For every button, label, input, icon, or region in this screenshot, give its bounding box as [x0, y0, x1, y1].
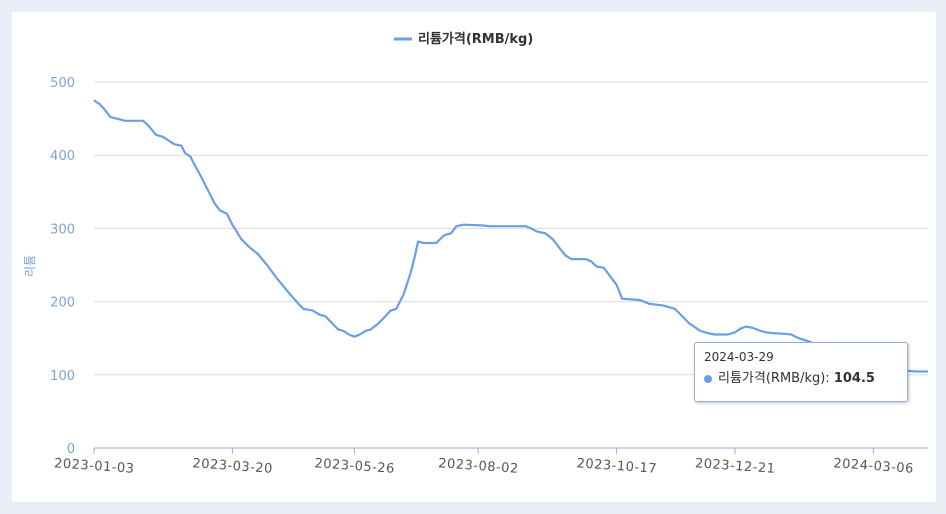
y-tick-label: 400	[50, 149, 75, 164]
x-tick-label: 2023-03-20	[192, 456, 273, 477]
tooltip-date: 2024-03-29	[704, 350, 774, 364]
x-tick-label: 2023-08-02	[438, 456, 519, 477]
series-line[interactable]	[93, 99, 928, 373]
legend[interactable]: 리튬가격(RMB/kg)	[394, 31, 533, 47]
legend-label: 리튬가격(RMB/kg)	[418, 31, 533, 47]
x-tick-label: 2023-10-17	[576, 456, 657, 477]
y-tick-label: 0	[67, 442, 75, 457]
y-axis-label: 리튬	[23, 255, 37, 277]
y-axis: 0 100 200 300 400 500	[50, 76, 75, 457]
y-tick-label: 500	[50, 76, 75, 91]
y-tick-label: 200	[50, 296, 75, 311]
y-tick-label: 100	[50, 369, 75, 384]
x-tick-label: 2024-03-06	[833, 456, 914, 477]
x-tick-label: 2023-01-03	[54, 456, 135, 477]
chart-panel: 리튬가격(RMB/kg) 리튬 0 100 200 300 400 500 2023-01…	[12, 12, 936, 502]
x-tick-label: 2023-05-26	[314, 456, 395, 477]
grid	[94, 81, 928, 376]
x-axis: 2023-01-03 2023-03-20 2023-05-26 2023-08-02…	[54, 447, 928, 477]
tooltip: 2024-03-29 리튬가격(RMB/kg): 104.5	[694, 342, 908, 402]
line-chart: 리튬가격(RMB/kg) 리튬 0 100 200 300 400 500 2023-01…	[23, 31, 928, 477]
x-tick-label: 2023-12-21	[695, 456, 776, 477]
tooltip-row: 리튬가격(RMB/kg): 104.5	[704, 367, 898, 386]
tooltip-series-dot	[704, 374, 712, 383]
y-tick-label: 300	[50, 222, 75, 237]
tooltip-series-label: 리튬가격(RMB/kg):	[718, 371, 830, 386]
tooltip-value: 104.5	[833, 371, 875, 386]
